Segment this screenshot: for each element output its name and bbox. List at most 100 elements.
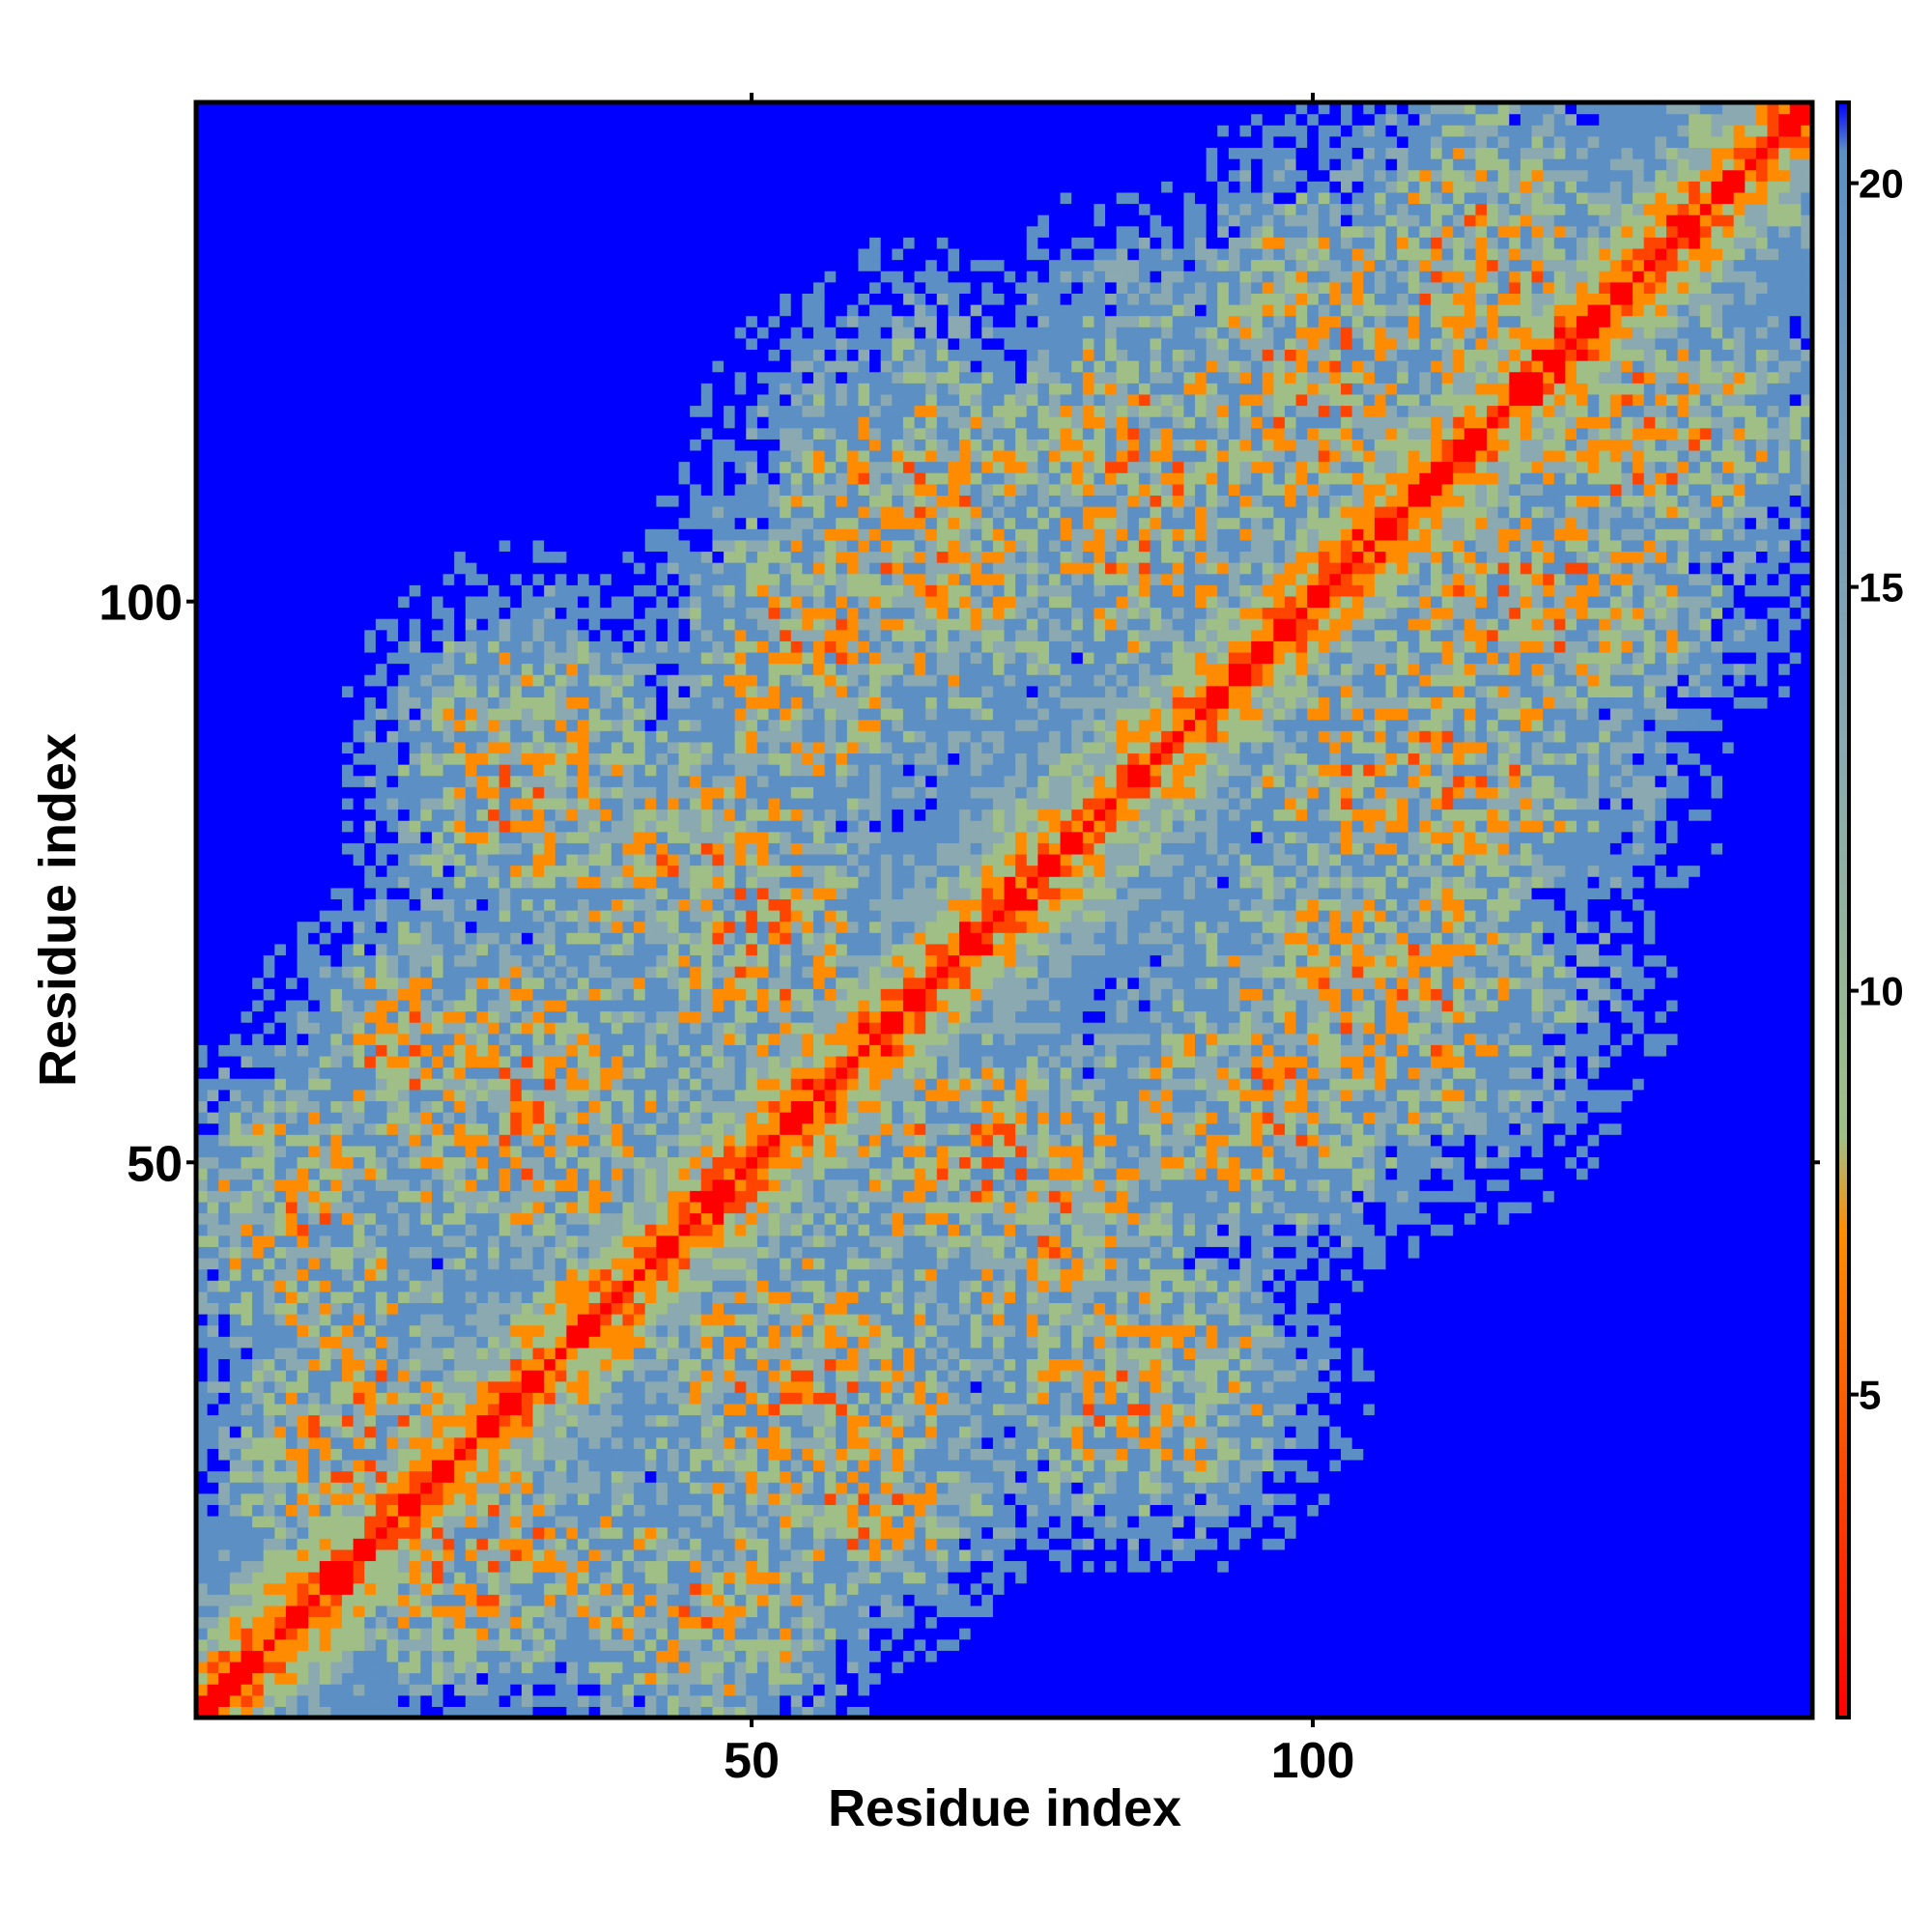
heatmap-cell <box>208 1460 219 1471</box>
heatmap-cell <box>230 1292 242 1303</box>
heatmap-cell <box>264 932 275 944</box>
heatmap-cell <box>330 1381 342 1393</box>
heatmap-cell <box>432 1673 443 1685</box>
heatmap-cell <box>443 842 455 854</box>
heatmap-cell <box>443 551 455 562</box>
heatmap-cell <box>298 966 309 978</box>
heatmap-cell <box>264 954 275 966</box>
heatmap-cell <box>533 1000 545 1011</box>
heatmap-cell <box>476 1415 488 1427</box>
heatmap-cell <box>230 1123 242 1135</box>
heatmap-cell <box>566 910 578 922</box>
heatmap-cell <box>252 1560 264 1572</box>
heatmap-cell <box>387 854 399 866</box>
heatmap-cell <box>286 528 298 540</box>
heatmap-cell <box>252 450 264 462</box>
heatmap-cell <box>308 954 320 966</box>
heatmap-cell <box>342 922 354 933</box>
heatmap-cell <box>264 260 275 271</box>
heatmap-cell <box>522 1617 533 1629</box>
heatmap-cell <box>330 1314 342 1325</box>
heatmap-cell <box>522 1179 533 1191</box>
heatmap-cell <box>566 1381 578 1393</box>
heatmap-cell <box>252 1617 264 1629</box>
heatmap-cell <box>510 1605 522 1617</box>
heatmap-cell <box>230 776 242 787</box>
heatmap-cell <box>354 966 365 978</box>
heatmap-cell <box>364 1112 376 1123</box>
heatmap-cell <box>320 1100 331 1112</box>
heatmap-cell <box>320 820 331 832</box>
heatmap-cell <box>208 450 219 462</box>
heatmap-cell <box>410 1527 421 1539</box>
heatmap-cell <box>488 1000 499 1011</box>
heatmap-cell <box>387 327 399 338</box>
heatmap-cell <box>241 170 252 182</box>
heatmap-cell <box>264 1034 275 1045</box>
heatmap-cell <box>566 304 578 316</box>
heatmap-cell <box>342 551 354 562</box>
heatmap-cell <box>264 248 275 260</box>
heatmap-cell <box>286 360 298 372</box>
heatmap-cell <box>387 1213 399 1225</box>
heatmap-cell <box>218 584 230 596</box>
heatmap-cell <box>354 170 365 182</box>
heatmap-cell <box>298 1112 309 1123</box>
heatmap-cell <box>443 608 455 619</box>
heatmap-cell <box>410 495 421 506</box>
heatmap-cell <box>241 842 252 854</box>
heatmap-cell <box>454 214 466 226</box>
heatmap-cell <box>466 260 477 271</box>
heatmap-cell <box>420 954 432 966</box>
heatmap-cell <box>342 1415 354 1427</box>
heatmap-cell <box>354 226 365 238</box>
heatmap-cell <box>298 898 309 910</box>
heatmap-cell <box>308 798 320 810</box>
heatmap-cell <box>308 608 320 619</box>
heatmap-cell <box>510 640 522 652</box>
heatmap-cell <box>432 1056 443 1067</box>
heatmap-cell <box>354 1605 365 1617</box>
heatmap-cell <box>208 1224 219 1236</box>
heatmap-cell <box>443 1280 455 1292</box>
heatmap-cell <box>432 1538 443 1549</box>
heatmap-cell <box>330 1673 342 1685</box>
heatmap-cell <box>443 1325 455 1337</box>
heatmap-cell <box>420 484 432 496</box>
heatmap-cell <box>208 922 219 933</box>
heatmap-cell <box>522 1392 533 1404</box>
heatmap-cell <box>420 204 432 215</box>
heatmap-cell <box>476 1090 488 1101</box>
heatmap-cell <box>432 125 443 136</box>
heatmap-cell <box>420 562 432 574</box>
heatmap-cell <box>376 1538 387 1549</box>
heatmap-cell <box>218 472 230 484</box>
heatmap-cell <box>420 506 432 518</box>
heatmap-cell <box>544 304 555 316</box>
heatmap-cell <box>555 192 567 204</box>
heatmap-cell <box>454 1684 466 1695</box>
heatmap-cell <box>308 1471 320 1483</box>
heatmap-cell <box>555 1381 567 1393</box>
heatmap-cell <box>286 1348 298 1359</box>
heatmap-cell <box>522 630 533 641</box>
heatmap-cell <box>398 214 410 226</box>
heatmap-cell <box>342 753 354 764</box>
heatmap-cell <box>320 664 331 675</box>
heatmap-cell <box>522 798 533 810</box>
heatmap-cell <box>330 1662 342 1673</box>
heatmap-cell <box>308 450 320 462</box>
heatmap-cell <box>476 147 488 158</box>
heatmap-cell <box>398 832 410 843</box>
heatmap-cell <box>420 1504 432 1516</box>
heatmap-cell <box>544 1404 555 1415</box>
heatmap-cell <box>398 1370 410 1381</box>
heatmap-cell <box>398 1471 410 1483</box>
heatmap-cell <box>544 1011 555 1023</box>
heatmap-cell <box>330 1292 342 1303</box>
heatmap-cell <box>443 1134 455 1146</box>
heatmap-cell <box>330 1460 342 1471</box>
heatmap-cell <box>354 372 365 384</box>
heatmap-cell <box>354 248 365 260</box>
heatmap-cell <box>264 416 275 428</box>
